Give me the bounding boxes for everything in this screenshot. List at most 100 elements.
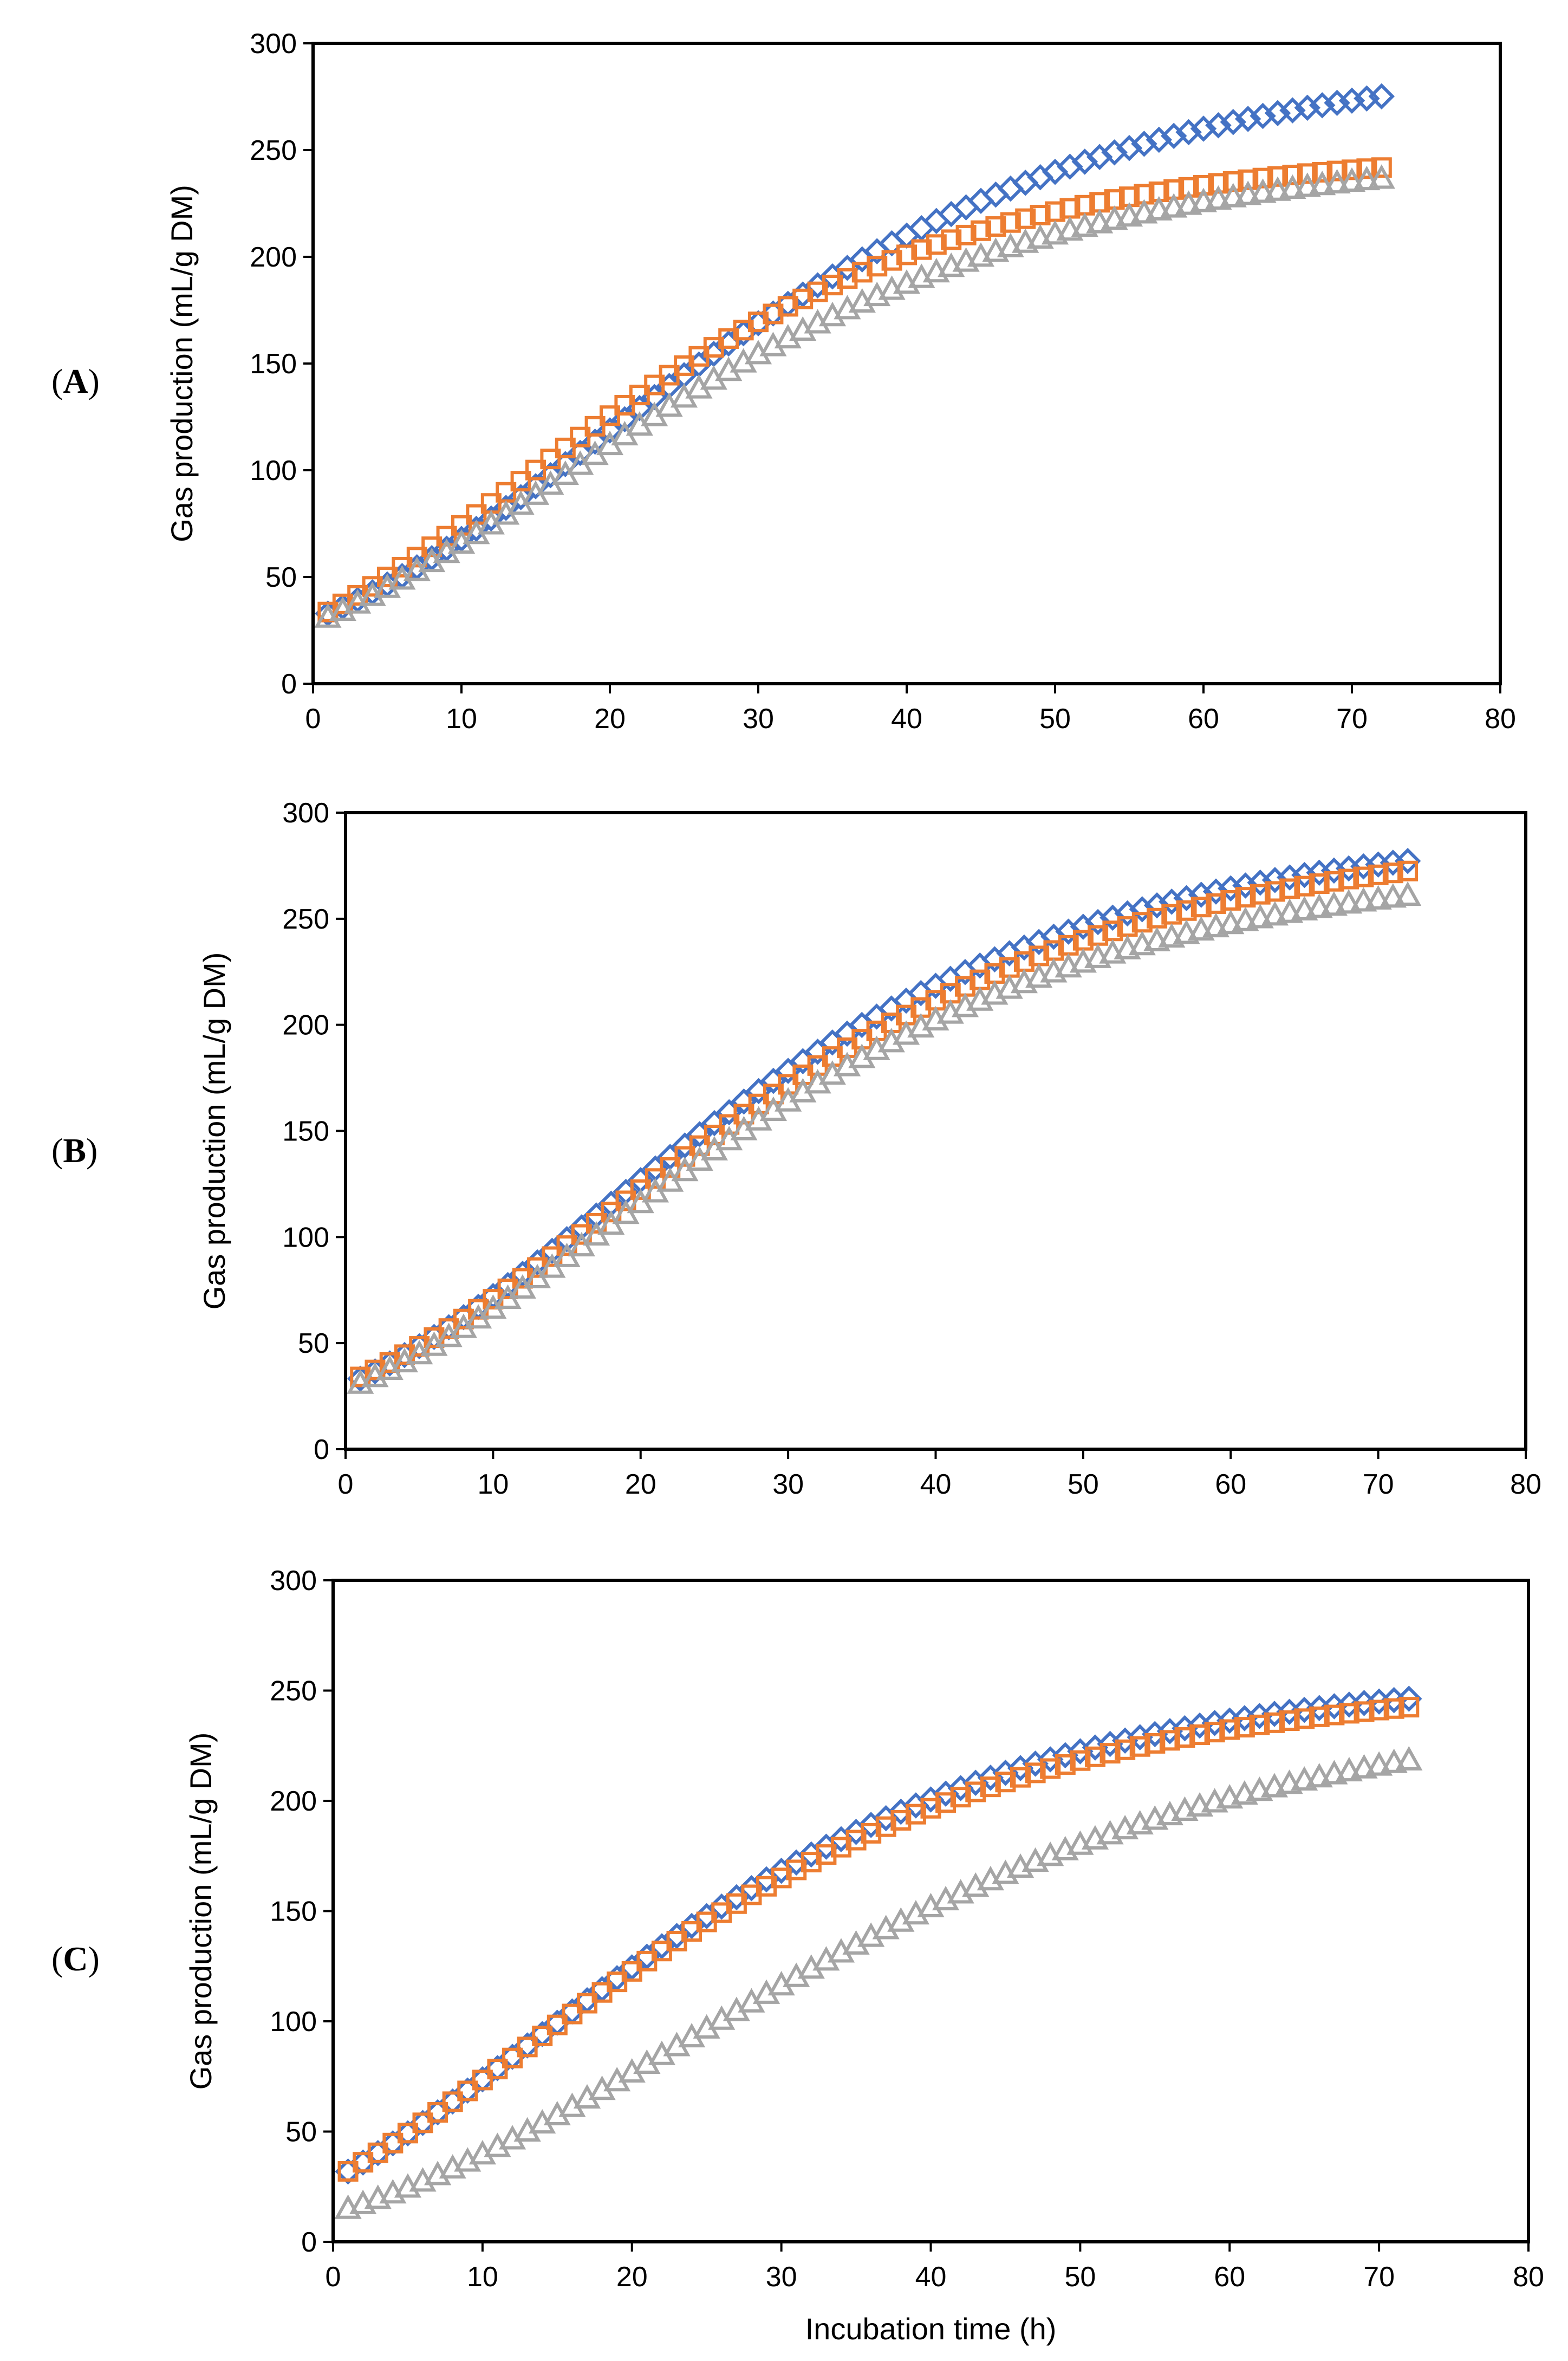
plot-frame	[331, 1579, 1530, 2243]
data-point-triangle	[1261, 901, 1289, 926]
data-point-triangle	[439, 2154, 466, 2179]
data-point-square	[1174, 1727, 1195, 1748]
x-tick-label: 10	[477, 1469, 509, 1500]
data-point-triangle	[1145, 196, 1173, 220]
data-point-square	[689, 1135, 710, 1156]
plot-frame	[311, 42, 1502, 685]
y-axis-label: Gas production (mL/g DM)	[197, 952, 231, 1310]
x-tick-label: 20	[625, 1469, 656, 1500]
data-point-diamond	[1220, 108, 1247, 135]
data-point-triangle	[1246, 1776, 1273, 1801]
data-point-square	[1267, 166, 1288, 187]
data-point-triangle	[1160, 193, 1188, 218]
data-point-square	[1297, 163, 1318, 184]
data-point-square	[472, 2070, 493, 2091]
x-tick-label: 40	[915, 2261, 947, 2293]
data-point-triangle	[1276, 1769, 1303, 1794]
y-tick-label: 300	[250, 28, 297, 60]
data-point-square	[905, 1804, 926, 1825]
data-point-triangle	[1335, 889, 1363, 914]
data-point-triangle	[1368, 164, 1395, 189]
x-tick-label: 0	[338, 1469, 354, 1500]
data-point-square	[562, 2003, 583, 2025]
data-point-square	[600, 405, 620, 426]
y-tick-label: 100	[282, 1222, 329, 1253]
data-point-square	[995, 1772, 1016, 1793]
data-point-diamond	[1190, 115, 1217, 142]
x-tick-label: 10	[467, 2261, 498, 2293]
data-point-diamond	[1114, 900, 1141, 927]
panel-label: (A)	[51, 362, 100, 400]
data-point-square	[1353, 866, 1374, 887]
data-point-square	[1144, 1733, 1166, 1754]
data-point-square	[965, 1781, 986, 1802]
y-tick-label: 250	[250, 135, 297, 166]
data-point-diamond	[1368, 83, 1395, 110]
data-point-square	[1383, 1698, 1404, 1719]
data-point-square	[457, 2080, 478, 2101]
data-point-square	[1249, 1714, 1270, 1735]
y-tick-label: 100	[270, 2006, 317, 2038]
x-tick-label: 40	[891, 703, 922, 735]
panel-label: (C)	[51, 1940, 100, 1978]
x-tick-label: 50	[1039, 703, 1071, 735]
data-point-square	[985, 216, 1006, 237]
data-point-square	[1220, 890, 1241, 911]
data-point-triangle	[1187, 916, 1215, 941]
data-point-square	[704, 1124, 725, 1145]
data-point-triangle	[1086, 209, 1114, 233]
data-point-triangle	[1293, 172, 1321, 197]
data-point-square	[406, 547, 427, 568]
data-point-diamond	[1129, 896, 1156, 923]
y-tick-label: 150	[282, 1116, 329, 1147]
data-point-square	[660, 1157, 681, 1178]
y-tick-label: 200	[250, 242, 297, 273]
series-diamond	[347, 848, 1421, 1392]
data-point-triangle	[1056, 216, 1084, 241]
data-point-diamond	[1101, 139, 1128, 166]
series-diamond	[335, 1685, 1422, 2185]
data-point-triangle	[1217, 910, 1245, 935]
data-point-square	[1070, 1750, 1091, 1771]
data-point-triangle	[1205, 185, 1232, 210]
data-point-square	[1368, 864, 1389, 885]
data-point-triangle	[1379, 883, 1407, 908]
data-point-diamond	[1084, 909, 1111, 936]
series-triangle	[334, 1746, 1423, 2219]
data-point-diamond	[1264, 100, 1291, 126]
data-point-square	[920, 1798, 941, 1819]
data-point-triangle	[1350, 887, 1377, 912]
y-tick-label: 0	[314, 1434, 329, 1465]
data-point-triangle	[1260, 1773, 1289, 1798]
y-tick-label: 200	[282, 1010, 329, 1041]
data-point-diamond	[1160, 122, 1187, 150]
data-point-square	[950, 1787, 971, 1808]
data-point-triangle	[1246, 904, 1274, 929]
data-point-square	[487, 2059, 508, 2080]
x-axis-label: Incubation time (h)	[805, 2312, 1057, 2346]
data-point-diamond	[1247, 870, 1273, 896]
data-point-square	[980, 1776, 1001, 1798]
x-tick-label: 0	[326, 2261, 341, 2293]
x-tick-label: 50	[1068, 1469, 1099, 1500]
y-tick-label: 0	[281, 669, 297, 700]
series-triangle	[347, 881, 1422, 1394]
data-point-square	[1371, 157, 1392, 178]
data-point-square	[674, 1146, 695, 1167]
data-point-square	[1161, 904, 1182, 925]
data-point-square	[1279, 1710, 1300, 1731]
data-point-triangle	[1338, 167, 1366, 192]
data-point-diamond	[1143, 892, 1170, 919]
y-tick-label: 50	[265, 562, 297, 593]
x-tick-label: 30	[772, 1469, 804, 1500]
data-point-triangle	[1305, 1763, 1333, 1788]
data-point-square	[1147, 907, 1168, 929]
panel-c: (C) 0 50 100 150 200 250 300 0 10 20 30 40 50 60 70 80 Ga…	[51, 1565, 1544, 2346]
data-point-square	[837, 268, 858, 289]
x-tick-label: 60	[1214, 2261, 1245, 2293]
data-point-diamond	[953, 194, 979, 220]
data-point-triangle	[1130, 199, 1158, 224]
data-point-square	[1309, 1706, 1330, 1727]
y-tick-label: 50	[298, 1328, 329, 1359]
